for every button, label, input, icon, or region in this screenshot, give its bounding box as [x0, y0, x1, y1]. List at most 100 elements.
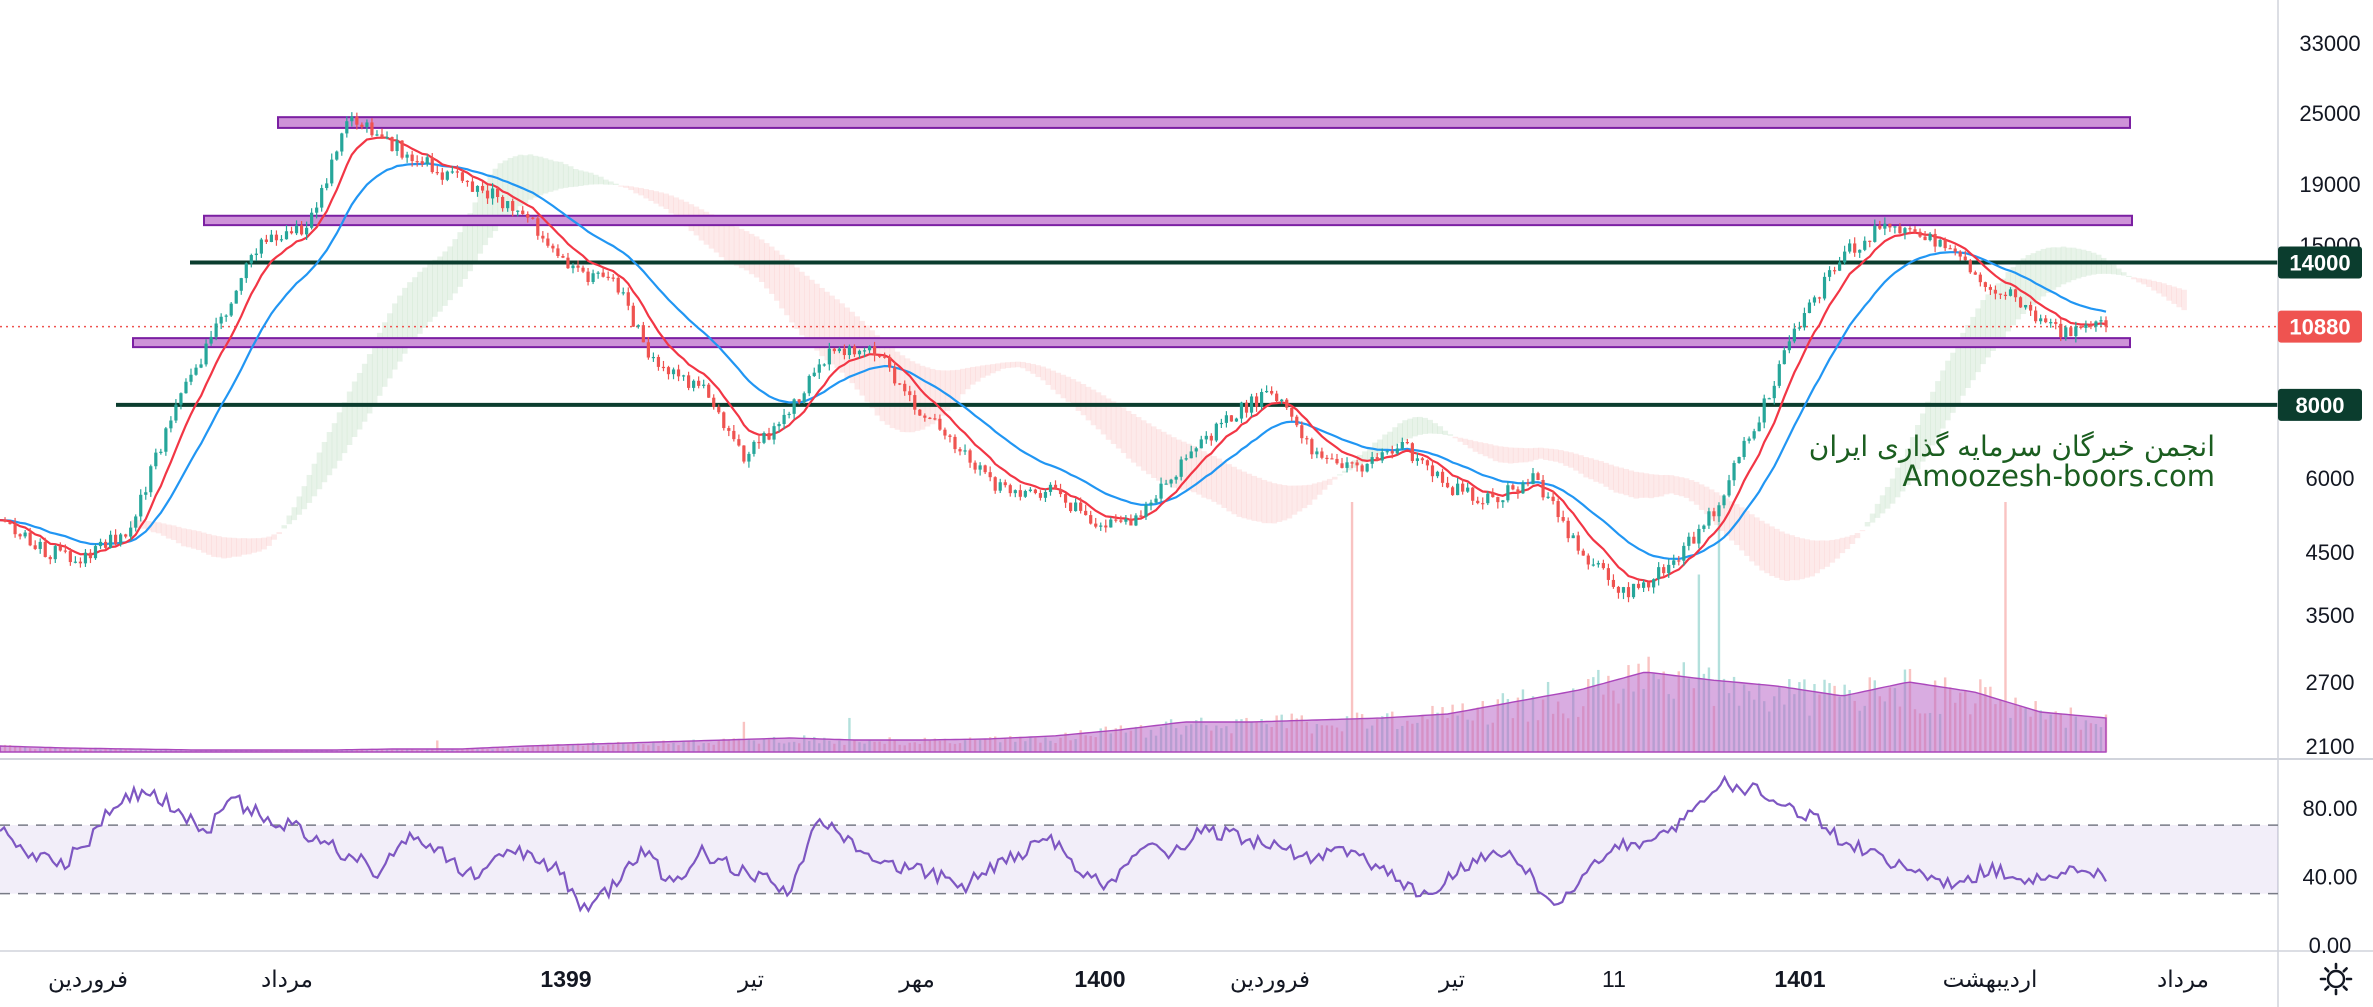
- rsi-axis[interactable]: 80.00 40.00 0.00: [2302, 796, 2357, 958]
- candle-body: [455, 171, 459, 173]
- cloud-segment: [1140, 420, 1147, 471]
- volume-bar: [848, 717, 851, 752]
- cloud-segment: [1467, 439, 1474, 449]
- gear-icon-center: [2326, 969, 2346, 989]
- cloud-segment: [462, 222, 468, 280]
- cloud-segment: [1995, 283, 2001, 345]
- cloud-segment: [1442, 430, 1449, 435]
- candle-body: [335, 151, 339, 160]
- candle-body: [1048, 484, 1053, 492]
- cloud-segment: [2060, 246, 2067, 285]
- cloud-segment: [1251, 475, 1258, 521]
- resistance-zone[interactable]: [277, 116, 2131, 129]
- candle-body: [1717, 505, 1721, 517]
- candle-body: [571, 265, 575, 269]
- cloud-segment: [1055, 372, 1062, 395]
- candle-body: [1762, 398, 1766, 423]
- candle-body: [666, 367, 671, 375]
- candle-body: [1807, 302, 1812, 314]
- cloud-segment: [2045, 247, 2052, 293]
- cloud-segment: [175, 526, 182, 544]
- candle-body: [1310, 439, 1314, 455]
- resistance-zone[interactable]: [203, 214, 2133, 227]
- candle-body: [576, 265, 580, 268]
- cloud-segment: [588, 172, 594, 185]
- candle-body: [269, 234, 274, 242]
- cloud-segment: [1693, 481, 1700, 505]
- resistance-zone[interactable]: [132, 337, 2131, 349]
- candle-body: [1672, 560, 1676, 565]
- ma-slow-line: [0, 162, 2107, 561]
- cloud-segment: [241, 538, 247, 555]
- candle-body: [219, 316, 223, 324]
- cloud-segment: [1558, 450, 1564, 464]
- candle-body: [722, 412, 726, 429]
- resistance-zones[interactable]: [132, 116, 2133, 349]
- cloud-segment: [2176, 288, 2182, 308]
- cloud-segment: [618, 185, 624, 187]
- cloud-segment: [1397, 423, 1403, 444]
- cloud-segment: [351, 381, 358, 437]
- cloud-segment: [1412, 417, 1418, 437]
- candle-body: [33, 545, 37, 549]
- candle-body: [214, 323, 218, 337]
- rsi-pane[interactable]: [0, 774, 2278, 913]
- cloud-segment: [1839, 537, 1846, 554]
- ma-fast-line: [0, 136, 2107, 583]
- cloud-segment: [1718, 495, 1725, 531]
- cloud-segment: [1909, 437, 1916, 478]
- cloud-segment: [1291, 485, 1298, 515]
- cloud-segment: [1985, 294, 1991, 358]
- candle-body: [898, 383, 902, 385]
- cloud-segment: [1020, 361, 1026, 369]
- time-axis[interactable]: فروردین مرداد 1399 تیر مهر 1400 فروردین تیر 11 14…: [48, 966, 2209, 993]
- support-lines[interactable]: [116, 260, 2278, 407]
- candle-body: [923, 415, 927, 418]
- cloud-segment: [1176, 439, 1182, 490]
- cloud-segment: [954, 369, 961, 401]
- cloud-segment: [1608, 464, 1614, 490]
- candle-body: [742, 445, 746, 462]
- cloud-segment: [2111, 264, 2117, 275]
- cloud-segment: [1517, 447, 1524, 463]
- candle-body: [1440, 471, 1445, 483]
- price-pane[interactable]: انجمن خبرگان سرمایه گذاری ایران Amoozesh…: [0, 112, 2278, 753]
- price-axis-tick: 2100: [2306, 734, 2355, 759]
- cloud-segment: [934, 370, 941, 422]
- candle-body: [1757, 422, 1761, 432]
- cloud-segment: [1342, 470, 1348, 473]
- rsi-axis-tick: 0.00: [2309, 933, 2352, 958]
- candle-body: [490, 188, 495, 199]
- cloud-segment: [1377, 439, 1383, 455]
- candle-body: [73, 561, 77, 563]
- cloud-segment: [904, 358, 911, 433]
- candle-body: [430, 157, 434, 173]
- cloud-segment: [678, 199, 685, 223]
- candle-body: [1873, 225, 1877, 242]
- cloud-segment: [266, 536, 272, 546]
- cloud-segment: [1980, 300, 1986, 365]
- gear-icon[interactable]: [2312, 955, 2360, 1003]
- candle-body: [1164, 483, 1168, 485]
- cloud-segment: [2015, 262, 2022, 320]
- cloud-segment: [246, 538, 252, 555]
- candle-body: [511, 201, 515, 211]
- candle-body: [149, 466, 153, 493]
- cloud-segment: [326, 432, 333, 476]
- cloud-segment: [1181, 441, 1187, 490]
- time-axis-label: 1401: [1774, 966, 1825, 992]
- cloud-segment: [291, 507, 298, 521]
- candle-body: [2023, 304, 2028, 308]
- candle-body: [1898, 226, 1902, 234]
- cloud-segment: [623, 185, 629, 188]
- gear-icon-hit-area[interactable]: [2312, 955, 2360, 1003]
- cloud-segment: [1628, 470, 1635, 498]
- cloud-segment: [628, 186, 634, 191]
- cloud-segment: [1703, 486, 1710, 515]
- candle-body: [893, 367, 897, 384]
- cloud-segment: [522, 155, 529, 204]
- candle-body: [1325, 457, 1329, 460]
- cloud-segment: [1452, 436, 1459, 439]
- cloud-segment: [608, 181, 614, 185]
